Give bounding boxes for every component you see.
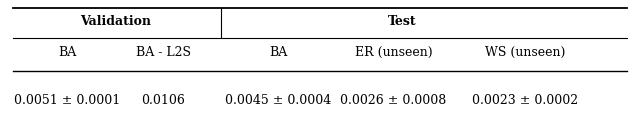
Text: BA - L2S: BA - L2S	[136, 46, 191, 59]
Text: BA: BA	[269, 46, 287, 59]
Text: ER (unseen): ER (unseen)	[355, 46, 433, 59]
Text: BA: BA	[58, 46, 76, 59]
Text: 0.0051 ± 0.0001: 0.0051 ± 0.0001	[14, 94, 120, 107]
Text: WS (unseen): WS (unseen)	[484, 46, 565, 59]
Text: 0.0106: 0.0106	[141, 94, 185, 107]
Text: 0.0045 ± 0.0004: 0.0045 ± 0.0004	[225, 94, 332, 107]
Text: Validation: Validation	[80, 15, 150, 28]
Text: Test: Test	[388, 15, 416, 28]
Text: 0.0023 ± 0.0002: 0.0023 ± 0.0002	[472, 94, 578, 107]
Text: 0.0026 ± 0.0008: 0.0026 ± 0.0008	[340, 94, 447, 107]
